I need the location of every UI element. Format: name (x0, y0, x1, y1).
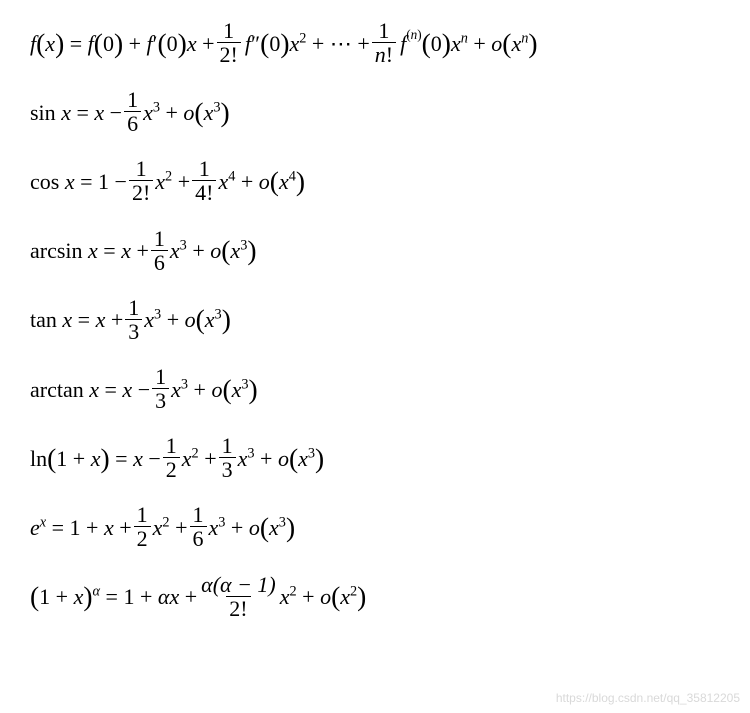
fraction: 12 (163, 435, 180, 482)
fraction: 16 (190, 504, 207, 551)
text: x3 + o(x3) (144, 307, 231, 333)
fraction: 12! (129, 158, 153, 205)
equation-binom: (1 + x)α = 1 + αx + α(α − 1)2! x2 + o(x2… (30, 574, 730, 621)
text: x3 + o(x3) (209, 515, 296, 541)
text: x2 + o(x2) (280, 584, 367, 610)
fraction: 12 (134, 504, 151, 551)
watermark-text: https://blog.csdn.net/qq_35812205 (556, 691, 740, 705)
text: arctan x = x − (30, 377, 150, 403)
equation-tan: tan x = x + 13 x3 + o(x3) (30, 297, 730, 344)
text: x3 + o(x3) (170, 238, 257, 264)
equation-arcsin: arcsin x = x + 16 x3 + o(x3) (30, 228, 730, 275)
text: x4 + o(x4) (218, 169, 305, 195)
text: f(n)(0)xn + o(xn) (398, 31, 537, 57)
equation-exp: ex = 1 + x + 12 x2 + 16 x3 + o(x3) (30, 504, 730, 551)
fraction: 16 (151, 228, 168, 275)
text: x3 + o(x3) (171, 377, 258, 403)
fraction: 14! (192, 158, 216, 205)
text: x2 + (155, 169, 190, 195)
fraction: 16 (124, 89, 141, 136)
text: cos x = 1 − (30, 169, 127, 195)
equation-cos: cos x = 1 − 12! x2 + 14! x4 + o(x4) (30, 158, 730, 205)
fraction: 12! (217, 20, 241, 67)
fraction: 13 (152, 366, 169, 413)
text: sin x = x − (30, 100, 122, 126)
text: f(x) = f(0) + f′(0)x + (30, 31, 215, 57)
text: ex = 1 + x + (30, 515, 132, 541)
text: (1 + x)α = 1 + αx + (30, 584, 197, 610)
text: x2 + (182, 446, 217, 472)
text: f″(0)x2 + ⋯ + (243, 31, 370, 57)
text: x3 + o(x3) (238, 446, 325, 472)
fraction: 13 (219, 435, 236, 482)
text: arcsin x = x + (30, 238, 149, 264)
text: tan x = x + (30, 307, 123, 333)
fraction: 1n! (372, 20, 396, 67)
equation-taylor: f(x) = f(0) + f′(0)x + 12! f″(0)x2 + ⋯ +… (30, 20, 730, 67)
text: x3 + o(x3) (143, 100, 230, 126)
equation-ln: ln(1 + x) = x − 12 x2 + 13 x3 + o(x3) (30, 435, 730, 482)
text: x2 + (153, 515, 188, 541)
fraction: α(α − 1)2! (199, 574, 278, 621)
equation-sin: sin x = x − 16 x3 + o(x3) (30, 89, 730, 136)
text: ln(1 + x) = x − (30, 446, 161, 472)
equation-arctan: arctan x = x − 13 x3 + o(x3) (30, 366, 730, 413)
fraction: 13 (125, 297, 142, 344)
